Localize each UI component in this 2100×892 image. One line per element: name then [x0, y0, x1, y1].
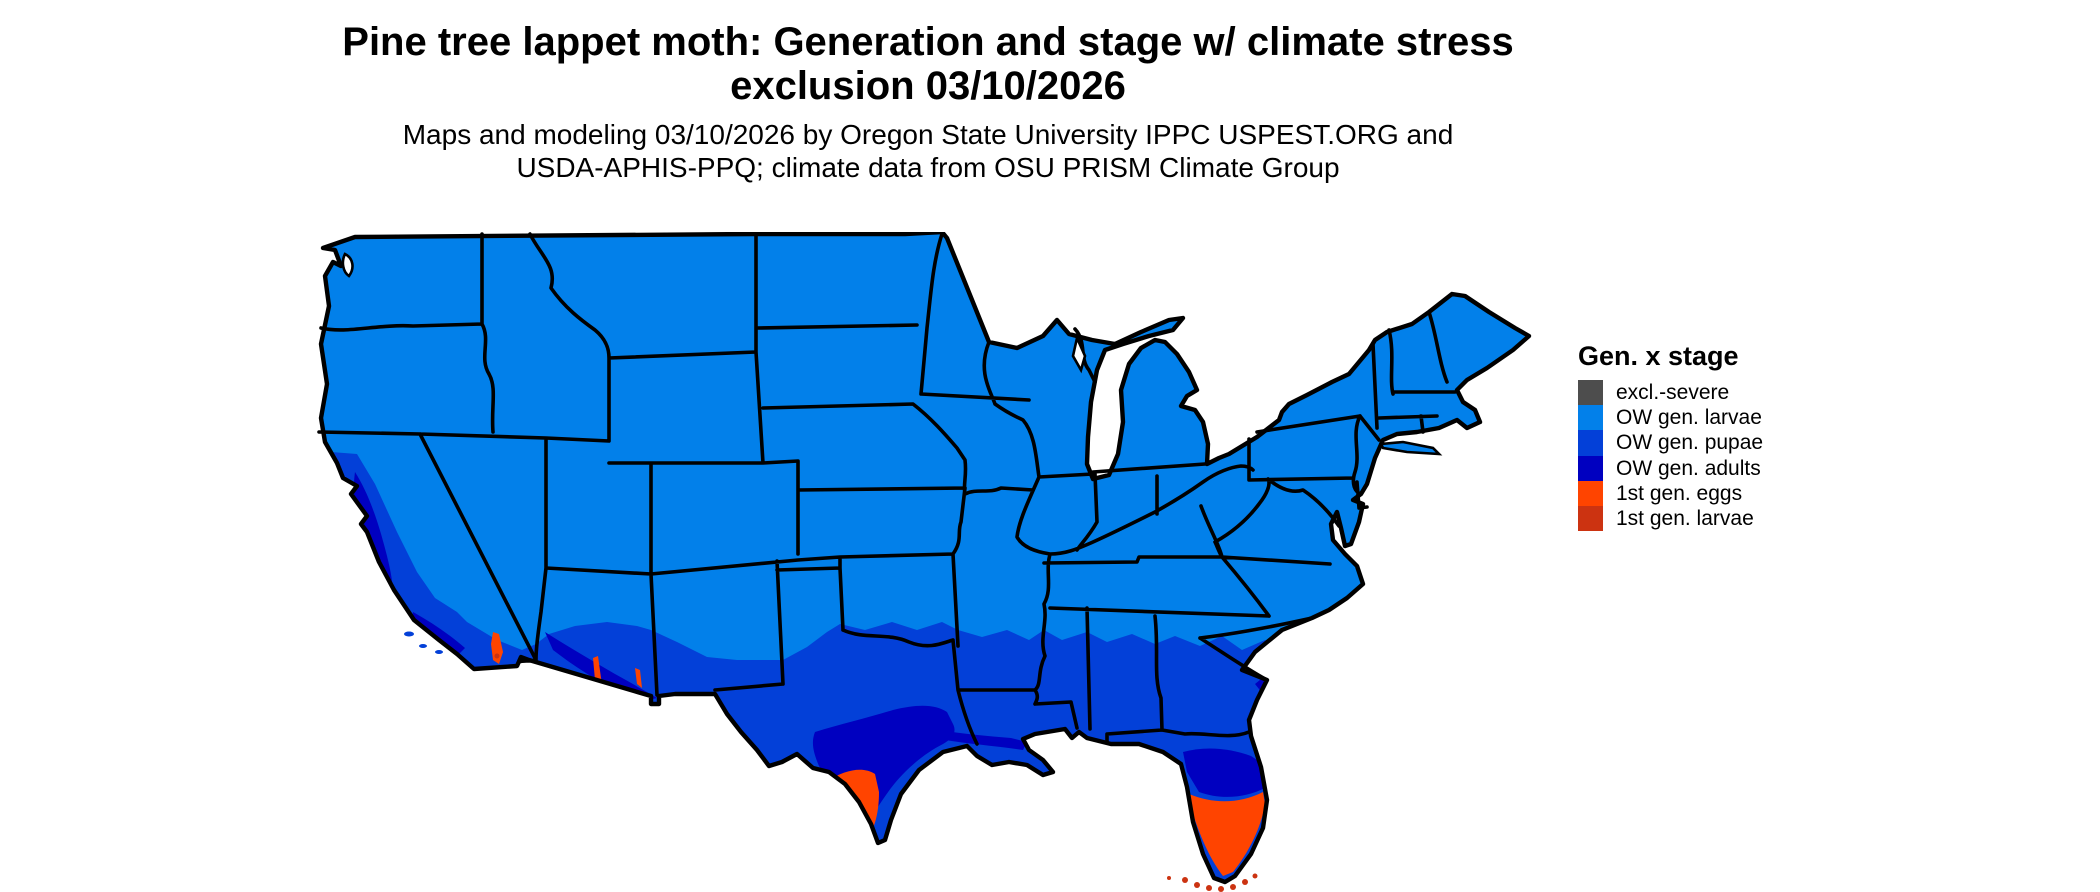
legend-item-ow-adults: OW gen. adults	[1578, 455, 1838, 481]
map-title: Pine tree lappet moth: Generation and st…	[0, 20, 1856, 108]
legend-swatch-excl-severe	[1578, 380, 1603, 406]
state-borders	[317, 232, 1457, 746]
region-eggs-rio-grande	[829, 769, 879, 844]
legend-item-1st-larvae: 1st gen. larvae	[1578, 505, 1838, 532]
us-map-svg	[317, 229, 1532, 892]
legend-label-ow-larvae: OW gen. larvae	[1616, 406, 1762, 430]
map-title-line2: exclusion 03/10/2026	[730, 64, 1126, 108]
florida-keys	[1167, 873, 1258, 892]
legend-label-1st-eggs: 1st gen. eggs	[1616, 481, 1743, 505]
legend-item-1st-eggs: 1st gen. eggs	[1578, 480, 1838, 506]
green-bay-water	[1071, 333, 1087, 374]
long-island	[1378, 440, 1443, 456]
legend-label-ow-adults: OW gen. adults	[1616, 456, 1761, 480]
legend-swatch-ow-pupae	[1578, 430, 1603, 456]
legend-swatch-ow-larvae	[1578, 405, 1603, 431]
region-larvae-ca-spot	[494, 653, 500, 659]
legend-label-1st-larvae: 1st gen. larvae	[1616, 507, 1754, 531]
legend-label-ow-pupae: OW gen. pupae	[1616, 431, 1764, 455]
conus-outline	[318, 229, 1532, 885]
map-subtitle: Maps and modeling 03/10/2026 by Oregon S…	[0, 118, 1856, 184]
region-larvae-arizona-spot	[600, 684, 605, 692]
map-title-line1: Pine tree lappet moth: Generation and st…	[342, 20, 1514, 64]
region-ow-adults-arizona	[545, 632, 657, 702]
legend-swatch-1st-larvae	[1578, 505, 1603, 532]
legend-swatch-1st-eggs	[1578, 480, 1603, 506]
region-ow-adults-gulf-coast	[939, 730, 1027, 750]
legend-item-excl-severe: excl.-severe	[1578, 380, 1838, 406]
legend-title: Gen. x stage	[1578, 341, 1739, 371]
legend-item-ow-pupae: OW gen. pupae	[1578, 430, 1838, 456]
legend-item-ow-larvae: OW gen. larvae	[1578, 405, 1838, 431]
region-ow-adults-florida	[1183, 748, 1265, 797]
legend-label-excl-severe: excl.-severe	[1616, 381, 1730, 405]
channel-islands	[404, 631, 443, 654]
region-eggs-salton-sea	[491, 632, 503, 664]
legend-swatch-ow-adults	[1578, 455, 1603, 481]
region-eggs-south-florida	[1189, 792, 1265, 876]
legend: Gen. x stage excl.-severe OW gen. larvae…	[1578, 341, 1838, 532]
region-eggs-arizona-spot2	[635, 668, 642, 688]
region-ow-adults-socal	[411, 612, 465, 658]
map-subtitle-line1: Maps and modeling 03/10/2026 by Oregon S…	[402, 119, 1454, 150]
puget-sound-water	[341, 252, 354, 278]
us-map	[317, 229, 1537, 892]
map-subtitle-line2: USDA-APHIS-PPQ; climate data from OSU PR…	[516, 152, 1340, 183]
